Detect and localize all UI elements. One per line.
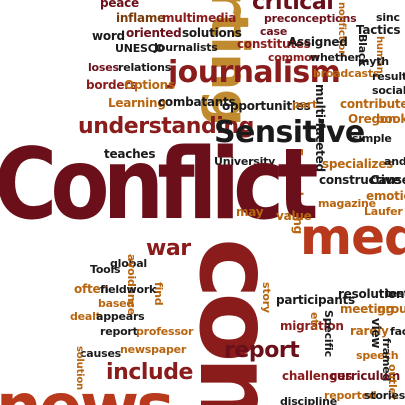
word-global: global: [110, 257, 147, 270]
word-oregon: Oregon: [348, 112, 397, 126]
word-word: word: [92, 29, 125, 43]
word-professor: professor: [136, 325, 194, 338]
word-laufer: Laufer: [364, 205, 403, 218]
word-newspaper: newspaper: [120, 343, 187, 356]
word-teaches: teaches: [104, 147, 156, 161]
word-fieldwork: fieldwork: [100, 283, 157, 296]
word-learning: Learning: [108, 96, 166, 110]
word-stories: stories: [364, 389, 405, 402]
word-multimedia: multimedia: [162, 11, 237, 25]
word-magazine: magazine: [318, 197, 376, 210]
word-value: value: [276, 209, 312, 223]
word-war: war: [146, 236, 191, 261]
word-may: may: [236, 205, 264, 219]
word-result: result: [372, 70, 405, 83]
word-oriented: oriented: [126, 26, 182, 40]
word-rarely: rarely: [350, 324, 389, 338]
word-understanding: understanding: [78, 114, 254, 139]
word-myth: myth: [358, 55, 389, 68]
word-assigned: Assigned: [288, 35, 348, 49]
word-contribute: contribute: [340, 97, 405, 111]
word-constitutes: constitutes: [237, 37, 311, 51]
word-challenges: challenges: [282, 369, 353, 383]
word-emotiona: emotiona: [366, 189, 405, 203]
word-combatants: combatants: [158, 95, 236, 109]
word-often: often: [74, 282, 109, 296]
word-story: story: [260, 282, 273, 313]
word-test: test: [385, 287, 405, 300]
word-based: based: [98, 297, 135, 310]
word-tools: Tools: [90, 263, 121, 276]
word-sinc: sinc: [376, 11, 400, 24]
word-reported: reported: [324, 389, 377, 402]
word-university: University: [214, 155, 276, 168]
word-journalists: Journalists: [154, 41, 218, 54]
word-whether: whether: [310, 51, 360, 64]
word-causes-left: causes: [80, 347, 122, 360]
word-discipline: discipline: [280, 395, 337, 405]
word-sensitive: Sensitive: [214, 115, 365, 150]
word-solutions: solutions: [182, 26, 242, 40]
word-unesco: UNESCO: [115, 42, 165, 55]
word-curriculum: curriculum: [330, 369, 401, 383]
word-specific: Specific: [322, 310, 335, 357]
word-journalism: journalism: [168, 55, 341, 90]
word-relations: relations: [118, 61, 172, 74]
word-preconceptions: preconceptions: [264, 12, 357, 25]
word-resolution: resolution: [338, 287, 405, 301]
word-causes-right: Causes: [370, 173, 405, 187]
word-dealt: dealt: [70, 310, 101, 323]
word-meeting: meeting: [340, 302, 395, 316]
word-peace: peace: [100, 0, 139, 10]
word-broadcasts: broadcasts: [313, 67, 380, 80]
word-critical: critical: [252, 0, 334, 15]
word-books: books: [376, 112, 405, 126]
word-options: Options: [124, 78, 175, 92]
word-etc: etc: [308, 312, 321, 331]
word-med: med: [300, 208, 405, 266]
word-social: social: [372, 84, 405, 97]
word-conflict: Conflict: [0, 128, 319, 242]
word-com: com: [176, 238, 295, 405]
word-include: include: [106, 360, 194, 385]
word-inflame: inflame: [116, 11, 166, 25]
word-part: part: [292, 98, 318, 111]
word-opportunities: opportunities: [222, 99, 311, 113]
word-migration: migration: [280, 319, 344, 333]
word-constructive: constructive: [319, 173, 401, 187]
word-and: and/: [384, 155, 405, 168]
word-case: case: [260, 25, 288, 38]
word-participants: participants: [276, 293, 355, 307]
word-common: common: [268, 51, 320, 64]
word-specializes: specializes: [322, 157, 394, 171]
word-report-small: report: [100, 325, 138, 338]
word-simple: simple: [352, 132, 392, 145]
word-appears: appears: [96, 310, 145, 323]
word-news: news: [0, 376, 175, 405]
word-speech: speech: [356, 349, 399, 362]
word-ground: ground: [377, 302, 405, 316]
word-borders: borders: [86, 78, 137, 92]
word-report: report: [224, 338, 300, 363]
word-loses: loses: [88, 61, 119, 74]
word-tactics: Tactics: [356, 23, 401, 37]
word-fac: fac: [390, 325, 405, 338]
